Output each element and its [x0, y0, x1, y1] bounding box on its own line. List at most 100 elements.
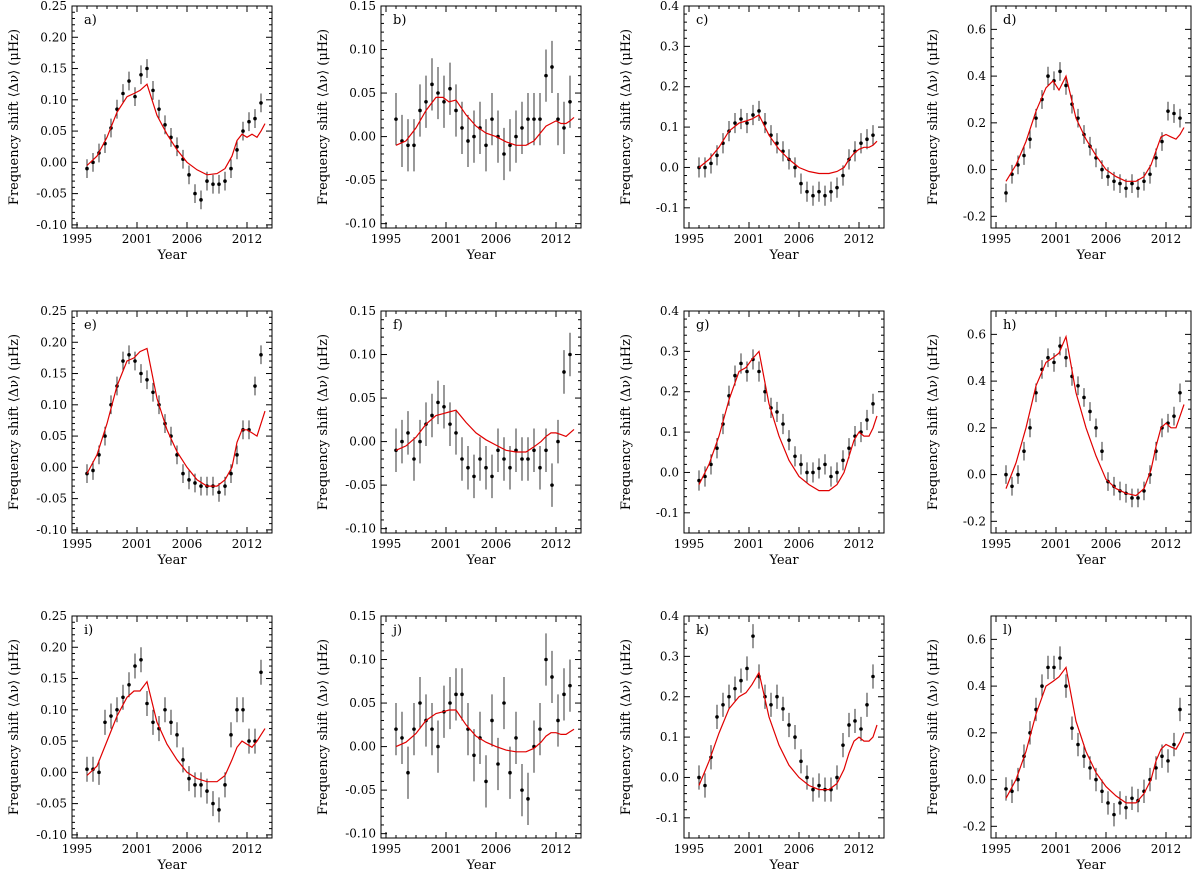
- data-point: [562, 126, 566, 130]
- data-point: [823, 462, 827, 467]
- x-tick-label: 1995: [371, 232, 402, 246]
- data-point: [1064, 684, 1068, 688]
- y-tick-label: 0.00: [349, 130, 376, 144]
- y-tick-label: -0.05: [36, 797, 67, 811]
- axes-frame: [683, 5, 885, 229]
- data-point: [544, 657, 548, 662]
- data-point: [1124, 805, 1128, 810]
- x-tick-label: 1995: [981, 232, 1012, 246]
- data-point: [235, 148, 239, 152]
- y-tick-label: 0.3: [660, 344, 679, 358]
- data-point: [1100, 167, 1104, 172]
- y-tick-label: 0.6: [967, 22, 986, 36]
- y-tick-label: 0.15: [349, 609, 376, 623]
- x-tick-label: 1995: [62, 537, 93, 551]
- data-point: [835, 775, 839, 780]
- data-point: [1094, 777, 1098, 782]
- data-point: [145, 377, 149, 382]
- y-tick-label: 0.05: [40, 734, 67, 748]
- plot-area: [394, 40, 575, 181]
- data-point: [1082, 754, 1086, 759]
- data-point: [715, 715, 719, 719]
- y-tick-label: -0.10: [36, 828, 67, 842]
- data-point: [181, 758, 185, 762]
- data-point: [121, 359, 125, 363]
- data-point: [1172, 414, 1176, 418]
- y-tick-label: -0.2: [963, 514, 986, 528]
- data-point: [1010, 789, 1014, 794]
- data-point: [430, 82, 434, 87]
- y-tick-label: -0.10: [36, 218, 67, 232]
- panel-d: 1995 2001 2006 2012 -0.2 0.0 0.2 0.4 0.6 Year Freq…: [926, 5, 1192, 263]
- data-point: [715, 446, 719, 451]
- data-point: [775, 410, 779, 414]
- data-point: [1034, 116, 1038, 120]
- model-curve: [86, 680, 266, 783]
- data-point: [805, 775, 809, 780]
- y-tick-label: 0.00: [349, 740, 376, 754]
- data-point: [847, 446, 851, 451]
- data-point: [775, 141, 779, 146]
- data-point: [205, 179, 209, 183]
- data-point: [1130, 496, 1134, 500]
- panel-e: 1995 2001 2006 2012 -0.10 -0.05 0.00 0.05 0.10 0.…: [7, 304, 273, 568]
- data-point: [757, 109, 761, 113]
- data-point: [1076, 742, 1080, 747]
- y-tick-label: -0.10: [345, 827, 376, 841]
- panel-label: f): [393, 318, 403, 333]
- y-tick-label: -0.05: [345, 783, 376, 797]
- model-curve: [698, 350, 878, 492]
- y-tick-label: -0.1: [656, 201, 679, 215]
- data-point: [841, 743, 845, 747]
- data-point: [448, 422, 452, 426]
- y-tick-label: 0.15: [40, 367, 67, 381]
- y-tick-label: 0.0: [967, 468, 986, 482]
- x-tick-label: 2012: [541, 537, 572, 551]
- panel-b: 1995 2001 2006 2012 -0.10 -0.05 0.00 0.05 0.10 0.…: [316, 0, 582, 263]
- x-tick-label: 2012: [541, 842, 572, 856]
- data-point: [418, 108, 422, 113]
- data-point: [1076, 116, 1080, 120]
- data-point: [484, 779, 488, 784]
- data-point: [163, 123, 167, 127]
- data-point: [187, 776, 191, 781]
- y-axis-label: Frequency shift ⟨Δν⟩ (μHz): [926, 29, 941, 205]
- y-axis-label: Frequency shift ⟨Δν⟩ (μHz): [7, 29, 22, 205]
- data-point: [259, 101, 263, 105]
- data-point: [418, 701, 422, 705]
- x-tick-label: 2012: [1151, 232, 1182, 246]
- data-point: [460, 457, 464, 461]
- data-point: [448, 86, 452, 91]
- data-point: [1142, 179, 1146, 184]
- data-point: [223, 484, 227, 488]
- panel-g: 1995 2001 2006 2012 -0.1 0.0 0.1 0.2 0.3 0.4 Year F…: [619, 304, 885, 568]
- y-tick-label: 0.2: [660, 385, 679, 399]
- data-point: [526, 117, 530, 121]
- data-point: [97, 770, 101, 775]
- data-point: [853, 719, 857, 723]
- plot-area: [85, 647, 266, 823]
- data-point: [229, 166, 233, 171]
- y-tick-label: 0.4: [967, 374, 986, 388]
- data-point: [169, 720, 173, 725]
- x-tick-label: 2012: [541, 232, 572, 246]
- data-point: [709, 462, 713, 467]
- data-point: [199, 783, 203, 787]
- y-tick-label: 0.0: [660, 770, 679, 784]
- panel-f: 1995 2001 2006 2012 -0.10 -0.05 0.00 0.05 0.10 0.…: [316, 304, 582, 568]
- axes-frame: [683, 615, 885, 839]
- data-point: [466, 139, 470, 143]
- data-point: [823, 193, 827, 198]
- data-point: [1028, 137, 1032, 141]
- data-point: [733, 686, 737, 691]
- data-point: [484, 143, 488, 148]
- data-point: [394, 727, 398, 731]
- y-tick-label: 0.2: [967, 421, 986, 435]
- data-point: [550, 65, 554, 69]
- data-point: [787, 438, 791, 442]
- data-point: [139, 657, 143, 662]
- data-point: [253, 116, 257, 121]
- data-point: [562, 370, 566, 374]
- x-tick-label: 2012: [232, 232, 263, 246]
- data-point: [127, 352, 131, 357]
